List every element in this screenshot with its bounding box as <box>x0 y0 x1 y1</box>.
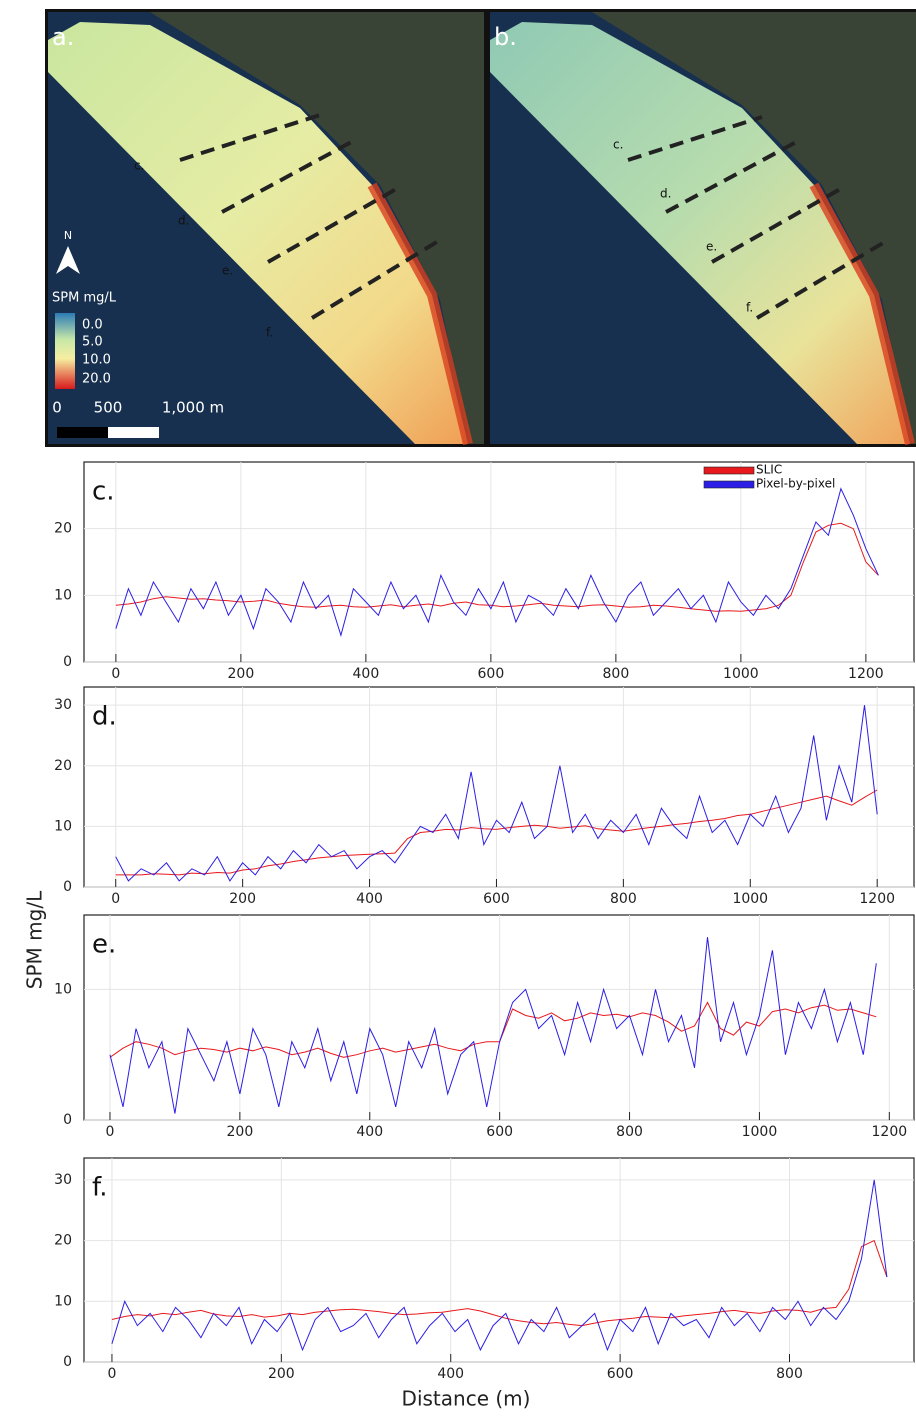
x-tick-label: 600 <box>607 1366 634 1382</box>
x-tick-label: 1200 <box>848 666 884 682</box>
y-tick-label: 0 <box>63 1112 72 1128</box>
y-tick-label: 0 <box>63 879 72 895</box>
x-tick-label: 800 <box>776 1366 803 1382</box>
series-line <box>111 1179 888 1352</box>
land <box>592 12 916 444</box>
transects <box>627 115 890 320</box>
x-tick-label: 200 <box>268 1366 295 1382</box>
panel-title: c. <box>92 477 115 507</box>
series-line <box>109 937 877 1114</box>
colorbar <box>55 313 75 389</box>
y-tick-label: 10 <box>54 587 72 603</box>
y-tick-label: 0 <box>63 654 72 670</box>
transect-label: c. <box>613 138 623 152</box>
x-axis-label: Distance (m) <box>402 1387 531 1411</box>
transect-label: d. <box>178 214 189 228</box>
x-tick-label: 400 <box>356 1124 383 1140</box>
land <box>150 12 484 444</box>
colorbar-label: 5.0 <box>82 335 103 350</box>
transect-label: c. <box>134 159 144 173</box>
scale-label: 500 <box>94 399 123 417</box>
x-tick-label: 1200 <box>859 891 895 907</box>
x-tick-label: 600 <box>483 891 510 907</box>
swath <box>490 22 910 444</box>
transect-label: f. <box>746 301 753 315</box>
north-arrow <box>56 246 80 274</box>
plot-frame <box>83 1157 915 1363</box>
x-tick-label: 0 <box>111 891 120 907</box>
series-line <box>115 705 878 882</box>
y-tick-label: 0 <box>63 1354 72 1370</box>
colorbar-label: 10.0 <box>82 353 111 368</box>
y-tick-label: 30 <box>54 697 72 713</box>
north-label: N <box>64 229 72 242</box>
panel-label: a. <box>52 23 74 51</box>
transects <box>179 113 442 320</box>
x-tick-label: 800 <box>603 666 630 682</box>
colorbar-label: 20.0 <box>82 372 111 387</box>
transect-label: e. <box>222 264 233 278</box>
scale-bar <box>57 427 108 438</box>
y-tick-label: 20 <box>54 1233 72 1249</box>
x-tick-label: 600 <box>478 666 505 682</box>
scale-label: 1,000 m <box>162 399 224 417</box>
legend-label: Pixel-by-pixel <box>756 477 835 491</box>
plot-frame <box>83 914 915 1121</box>
series-line <box>115 487 879 638</box>
scale-label: 0 <box>52 399 62 417</box>
x-tick-label: 0 <box>111 666 120 682</box>
y-tick-label: 10 <box>54 1293 72 1309</box>
scale-bar <box>108 427 159 438</box>
x-tick-label: 200 <box>228 666 255 682</box>
panel-label: b. <box>494 23 517 51</box>
legend-label: SLIC <box>756 463 782 477</box>
x-tick-label: 400 <box>437 1366 464 1382</box>
map-b <box>487 9 916 447</box>
x-tick-label: 0 <box>106 1124 115 1140</box>
series-line <box>111 1239 888 1327</box>
x-tick-label: 1000 <box>742 1124 778 1140</box>
plot-frame <box>83 686 915 888</box>
panel-title: f. <box>92 1173 108 1203</box>
x-tick-label: 0 <box>107 1366 116 1382</box>
y-axis-label: SPM mg/L <box>23 890 47 989</box>
x-tick-label: 1000 <box>723 666 759 682</box>
transect-label: f. <box>266 326 273 340</box>
x-tick-label: 400 <box>353 666 380 682</box>
x-tick-label: 1200 <box>872 1124 908 1140</box>
legend-title: SPM mg/L <box>52 291 117 306</box>
transect-label: d. <box>660 187 671 201</box>
y-tick-label: 10 <box>54 818 72 834</box>
nearshore <box>367 182 473 446</box>
x-tick-label: 800 <box>616 1124 643 1140</box>
y-tick-label: 20 <box>54 758 72 774</box>
x-tick-label: 200 <box>229 891 256 907</box>
x-tick-label: 200 <box>227 1124 254 1140</box>
x-tick-label: 600 <box>486 1124 513 1140</box>
y-tick-label: 20 <box>54 521 72 537</box>
x-tick-label: 1000 <box>732 891 768 907</box>
x-tick-label: 400 <box>356 891 383 907</box>
legend-swatch <box>703 466 755 475</box>
y-tick-label: 30 <box>54 1172 72 1188</box>
transect-label: e. <box>706 240 717 254</box>
nearshore <box>809 182 915 446</box>
y-tick-label: 10 <box>54 981 72 997</box>
panel-title: d. <box>92 702 117 732</box>
legend-swatch <box>703 480 755 489</box>
colorbar-label: 0.0 <box>82 318 103 333</box>
map-overlay: a. b. c. d. e. f. c. d. e. f. N SPM mg/L… <box>52 23 753 438</box>
panel-title: e. <box>92 930 116 960</box>
plot-frame <box>83 461 915 663</box>
map-a <box>45 9 487 447</box>
series-line <box>109 1001 877 1058</box>
swath <box>48 22 468 444</box>
x-tick-label: 800 <box>610 891 637 907</box>
